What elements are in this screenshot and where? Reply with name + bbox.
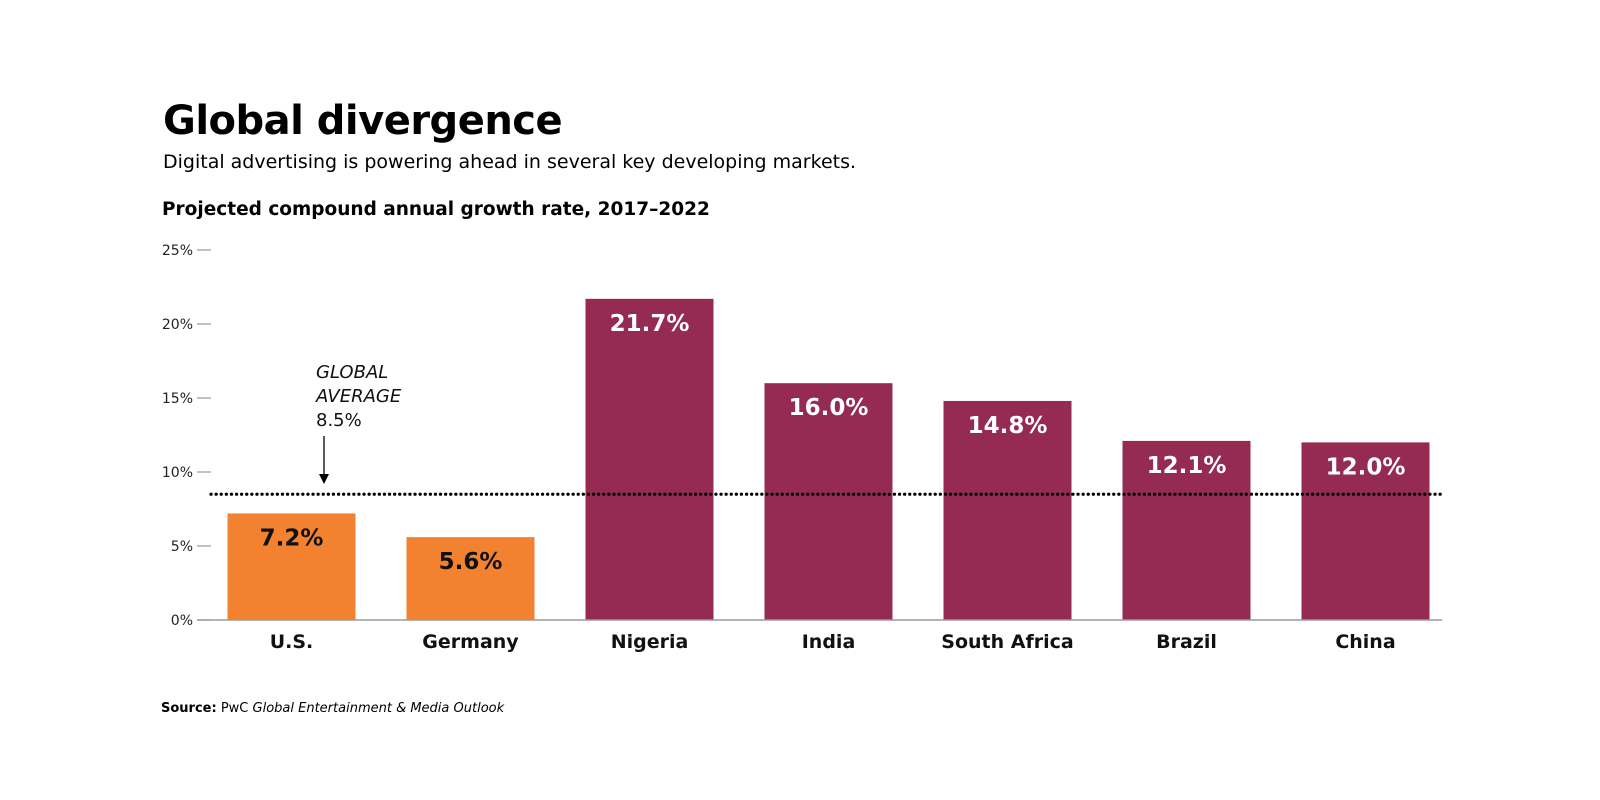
bar xyxy=(943,400,1072,620)
x-tick-label: China xyxy=(1335,631,1395,653)
bar xyxy=(406,537,535,620)
bar-value-label: 16.0% xyxy=(789,395,869,421)
source-publication: Global Entertainment & Media Outlook xyxy=(252,701,505,716)
y-tick-label: 25% xyxy=(162,243,193,259)
y-tick-label: 20% xyxy=(162,317,193,333)
x-tick-label: Nigeria xyxy=(611,631,689,653)
y-tick-label: 5% xyxy=(171,539,193,555)
global-average-label-line1: GLOBAL xyxy=(316,362,388,383)
y-tick-label: 0% xyxy=(171,613,193,629)
page-subtitle: Digital advertising is powering ahead in… xyxy=(163,151,857,173)
y-axis: 0% 5% 10% 15% 20% 25% xyxy=(162,243,211,629)
page-title: Global divergence xyxy=(163,98,563,144)
source-note: Source: PwC Global Entertainment & Media… xyxy=(161,700,504,718)
bar-value-label: 5.6% xyxy=(439,549,503,575)
arrow-head-icon xyxy=(319,474,329,484)
x-tick-label: India xyxy=(802,631,856,653)
x-tick-label: U.S. xyxy=(270,631,314,653)
bar-value-label: 14.8% xyxy=(968,413,1048,439)
bar xyxy=(227,513,356,620)
bar-value-label: 12.1% xyxy=(1147,453,1227,479)
global-average-label-line2: AVERAGE xyxy=(315,386,402,407)
global-average-value: 8.5% xyxy=(316,410,362,431)
source-publisher: PwC xyxy=(220,701,249,716)
bar xyxy=(764,383,893,620)
bar xyxy=(585,298,714,620)
y-tick-label: 10% xyxy=(162,465,193,481)
x-tick-label: South Africa xyxy=(941,631,1073,653)
bar xyxy=(1301,442,1430,620)
source-label: Source: xyxy=(161,701,217,716)
bar-value-label: 12.0% xyxy=(1326,454,1406,480)
global-average-annotation: GLOBAL AVERAGE 8.5% xyxy=(209,362,1444,496)
y-tick-label: 15% xyxy=(162,391,193,407)
x-tick-label: Brazil xyxy=(1156,631,1217,653)
x-axis-labels: U.S. Germany Nigeria India South Africa Brazi… xyxy=(270,631,1396,653)
bar xyxy=(1122,440,1251,620)
bars-group: 7.2% 5.6% 21.7% 16.0% 14.8% 12.1% 12.0% xyxy=(227,298,1430,620)
chart-title: Projected compound annual growth rate, 2… xyxy=(162,199,710,220)
bar-value-label: 7.2% xyxy=(260,525,324,551)
bar-value-label: 21.7% xyxy=(610,311,690,337)
x-tick-label: Germany xyxy=(422,631,519,653)
